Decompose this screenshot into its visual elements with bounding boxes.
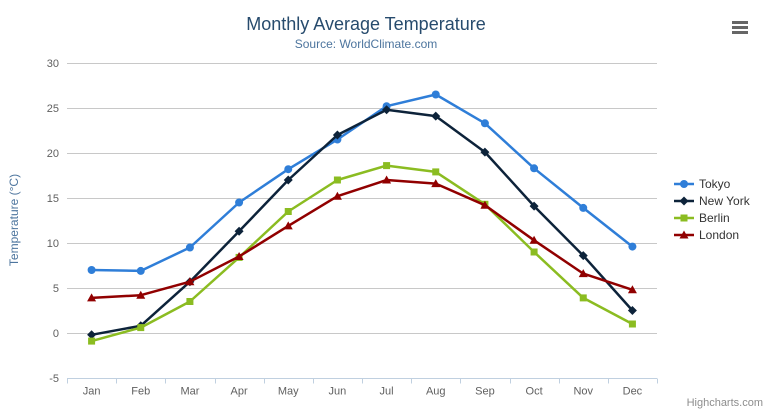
data-point-berlin: [88, 337, 96, 345]
data-point-tokyo: [628, 242, 637, 251]
data-point-berlin: [383, 162, 391, 170]
y-tick-label: 10: [47, 238, 59, 250]
x-tick-label: Jul: [380, 386, 394, 398]
credits-link[interactable]: Highcharts.com: [686, 397, 763, 409]
data-point-london: [234, 252, 244, 260]
hamburger-icon: [732, 21, 748, 24]
data-point-london: [283, 221, 293, 230]
data-point-london: [87, 293, 97, 302]
y-tick-label: 20: [47, 148, 59, 160]
legend-item-berlin[interactable]: Berlin: [674, 209, 750, 226]
data-point-berlin: [186, 298, 194, 305]
legend-marker-diamond-icon: [674, 196, 694, 205]
data-point-new-york: [431, 111, 441, 121]
x-tick-label: Nov: [573, 386, 593, 398]
x-tick-label: Jun: [329, 386, 347, 398]
hamburger-icon: [732, 31, 748, 34]
series-line-london: [90, 178, 634, 300]
x-tick-label: Aug: [426, 386, 446, 398]
data-point-london: [431, 179, 441, 188]
legend: Tokyo New York Berlin London: [674, 175, 750, 243]
data-point-berlin: [628, 320, 636, 328]
data-point-berlin: [530, 248, 538, 256]
x-tick-label: Jan: [83, 386, 101, 398]
data-point-berlin: [432, 168, 440, 176]
data-point-new-york: [283, 175, 293, 185]
data-point-new-york: [234, 226, 244, 236]
chart-title: Monthly Average Temperature: [246, 14, 486, 34]
legend-marker-triangle-icon: [674, 230, 694, 238]
data-point-new-york: [87, 330, 97, 340]
data-point-london: [627, 285, 637, 294]
legend-item-tokyo[interactable]: Tokyo: [674, 175, 750, 192]
series-line-new-york: [90, 108, 634, 337]
data-point-tokyo: [579, 203, 588, 212]
data-point-new-york: [480, 147, 490, 157]
data-point-tokyo: [235, 198, 244, 207]
legend-label-tokyo: Tokyo: [699, 176, 731, 191]
data-point-london: [480, 200, 490, 209]
data-point-london: [529, 235, 539, 244]
legend-item-london[interactable]: London: [674, 226, 750, 243]
legend-label-berlin: Berlin: [699, 210, 730, 225]
y-tick-label: -5: [49, 373, 59, 385]
legend-marker-square-icon: [674, 214, 694, 221]
hamburger-icon: [732, 26, 748, 29]
x-tick-label: Oct: [526, 386, 543, 398]
x-tick-label: May: [278, 386, 299, 398]
y-tick-label: 30: [47, 58, 59, 70]
data-point-tokyo: [136, 266, 145, 275]
data-point-new-york: [627, 306, 637, 315]
x-tick-label: Sep: [475, 386, 495, 398]
data-point-london: [332, 191, 342, 200]
y-tick-label: 0: [53, 328, 59, 340]
data-point-london: [578, 269, 588, 278]
data-point-new-york: [382, 105, 392, 115]
legend-label-new-york: New York: [699, 193, 750, 208]
data-point-berlin: [284, 208, 292, 215]
export-menu-button[interactable]: [732, 21, 748, 34]
x-tick-label: Dec: [623, 386, 643, 398]
data-point-tokyo: [530, 164, 539, 173]
data-point-tokyo: [87, 266, 96, 274]
y-axis-title: Temperature (°C): [7, 173, 21, 267]
data-point-new-york: [332, 130, 342, 140]
y-tick-label: 25: [47, 103, 59, 115]
x-tick-label: Apr: [231, 386, 248, 398]
chart-subtitle: Source: WorldClimate.com: [294, 37, 438, 51]
data-point-berlin: [137, 324, 145, 332]
data-point-new-york: [529, 201, 539, 211]
legend-item-new-york[interactable]: New York: [674, 192, 750, 209]
y-tick-label: 15: [47, 193, 59, 205]
y-tick-label: 5: [53, 283, 59, 295]
data-point-berlin: [579, 294, 587, 302]
legend-label-london: London: [699, 227, 740, 242]
series-line-tokyo: [90, 93, 634, 273]
data-point-london: [382, 175, 392, 184]
data-point-tokyo: [185, 243, 194, 252]
data-point-berlin: [333, 176, 341, 184]
data-point-london: [185, 277, 195, 286]
legend-marker-circle-icon: [674, 179, 694, 188]
data-point-tokyo: [431, 90, 440, 99]
series-line-berlin: [90, 164, 634, 343]
data-point-new-york: [578, 251, 588, 261]
data-point-tokyo: [284, 165, 293, 174]
x-tick-label: Mar: [180, 386, 199, 398]
data-point-london: [136, 290, 146, 299]
data-point-tokyo: [480, 119, 489, 128]
x-tick-label: Feb: [131, 386, 150, 398]
